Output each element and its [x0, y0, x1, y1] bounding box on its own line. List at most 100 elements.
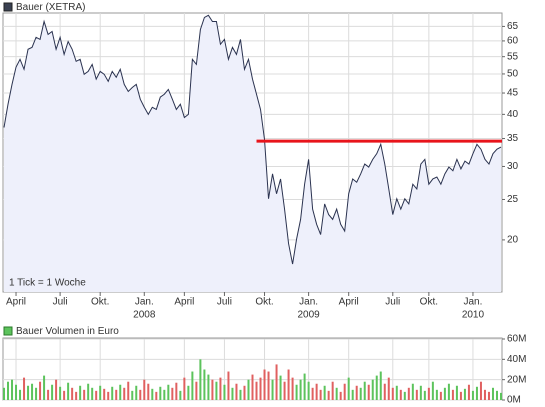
volume-bar: [27, 385, 30, 400]
volume-bar: [195, 381, 198, 400]
volume-bar: [127, 381, 130, 400]
volume-bar: [235, 383, 238, 400]
volume-bar: [91, 387, 94, 400]
x-tick-label: April: [339, 297, 359, 308]
volume-bar: [391, 387, 394, 400]
y-tick-label: 60M: [507, 334, 526, 345]
volume-bar: [327, 390, 330, 400]
volume-bar: [179, 390, 182, 400]
x-tick-label: Juli: [217, 297, 232, 308]
volume-bar: [79, 385, 82, 400]
volume-bar: [279, 375, 282, 400]
volume-bar: [275, 364, 278, 400]
legend-label: Bauer (XETRA): [16, 2, 85, 13]
volume-bar: [299, 379, 302, 400]
volume-bar: [383, 383, 386, 400]
volume-bar: [399, 389, 402, 400]
volume-bar: [495, 390, 498, 400]
volume-bar: [287, 369, 290, 400]
volume-bar: [31, 383, 34, 400]
volume-bar: [243, 385, 246, 400]
volume-bar: [95, 390, 98, 400]
volume-bar: [367, 384, 370, 400]
line: [3, 14, 502, 265]
volume-bar: [167, 384, 170, 400]
x-tick-label: Okt.: [420, 297, 438, 308]
x-year-label: 2008: [133, 310, 156, 321]
legend-swatch: [3, 2, 13, 12]
y-tick-label: 45: [507, 88, 519, 99]
volume-bar: [355, 385, 358, 400]
volume-bar: [163, 389, 166, 400]
volume-bar: [183, 377, 186, 400]
volume-bar: [7, 381, 10, 400]
volume-bar: [119, 384, 122, 400]
volume-bar: [443, 387, 446, 400]
volume-bar: [447, 383, 450, 400]
volume-bar: [35, 387, 38, 400]
volume-bar: [395, 385, 398, 400]
y-tick-label: 20: [507, 235, 519, 246]
x-tick-label: Jan.: [135, 297, 154, 308]
volume-bar: [199, 359, 202, 400]
y-tick-label: 55: [507, 51, 519, 62]
volume-bar: [451, 389, 454, 400]
volume-bar: [271, 379, 274, 400]
volume-bar: [191, 371, 194, 400]
volume-bar: [439, 391, 442, 400]
y-tick-label: 40: [507, 109, 519, 120]
volume-bar: [419, 385, 422, 400]
volume-bar: [359, 387, 362, 400]
volume-bar: [223, 384, 226, 400]
volume-bar: [487, 391, 490, 400]
volume-bar: [115, 389, 118, 400]
legend-label: Bauer Volumen in Euro: [16, 326, 119, 337]
volume-bar: [219, 377, 222, 400]
volume-bar: [203, 369, 206, 400]
volume-bar: [479, 381, 482, 400]
volume-bar: [11, 379, 14, 400]
volume-bar: [407, 387, 410, 400]
volume-bar: [263, 369, 266, 400]
volume-bar: [483, 389, 486, 400]
x-tick-label: Okt.: [255, 297, 273, 308]
volume-bar: [463, 388, 466, 400]
x-tick-label: April: [6, 297, 26, 308]
x-tick-label: Juli: [385, 297, 400, 308]
volume-bar: [303, 373, 306, 400]
volume-bar: [19, 389, 22, 400]
volume-bar: [155, 391, 158, 400]
volume-bar: [67, 382, 70, 400]
volume-bar: [23, 377, 26, 400]
y-tick-label: 65: [507, 21, 519, 32]
volume-bar: [335, 387, 338, 400]
x-year-label: 2009: [297, 310, 320, 321]
volume-bar: [99, 385, 102, 400]
volume-bar: [363, 381, 366, 400]
volume-bar: [55, 379, 58, 400]
volume-bar: [103, 388, 106, 400]
volume-bar: [411, 383, 414, 400]
volume-bar: [339, 391, 342, 400]
volume-bar: [211, 379, 214, 400]
volume-bar: [51, 384, 54, 400]
volume-bar: [295, 384, 298, 400]
volume-bar: [267, 371, 270, 400]
volume-bar: [143, 379, 146, 400]
volume-bar: [251, 374, 254, 400]
y-tick-label: 40M: [507, 354, 526, 365]
volume-bar: [87, 383, 90, 400]
volume-bar: [15, 384, 18, 400]
volume-bar: [283, 381, 286, 400]
y-tick-label: 50: [507, 69, 519, 80]
volume-bar: [459, 391, 462, 400]
volume-bar: [491, 387, 494, 400]
volume-bar: [187, 385, 190, 400]
volume-bar: [247, 379, 250, 400]
volume-bar: [403, 391, 406, 400]
volume-bar: [63, 390, 66, 400]
x-tick-label: April: [174, 297, 194, 308]
volume-bar: [147, 383, 150, 400]
volume-bar: [375, 375, 378, 400]
volume-bar: [379, 371, 382, 400]
